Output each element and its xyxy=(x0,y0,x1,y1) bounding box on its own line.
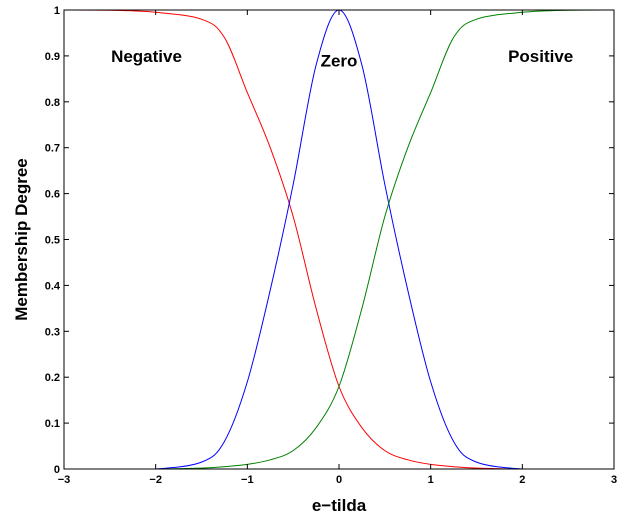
y-tick-label: 0.9 xyxy=(45,51,60,63)
y-tick-label: 0.8 xyxy=(45,97,60,109)
x-tick-label: −3 xyxy=(58,474,71,486)
x-tick-label: 2 xyxy=(519,474,525,486)
annotation-positive: Positive xyxy=(508,47,573,66)
annotations-layer: Negative Zero Positive xyxy=(111,47,573,71)
series-line-negative xyxy=(63,9,614,470)
y-tick-label: 0 xyxy=(54,464,60,476)
annotation-zero: Zero xyxy=(321,51,358,70)
ticks-layer: −3 −2 −1 0 1 2 3 0 0.1 0.2 0.3 0.4 0.5 0.6 0.7 0.8 0.9 1 xyxy=(45,5,617,486)
y-tick-label: 0.3 xyxy=(45,326,60,338)
x-tick-label: 3 xyxy=(611,474,617,486)
x-tick-label: 0 xyxy=(336,474,342,486)
y-axis-label: Membership Degree xyxy=(12,158,31,321)
x-axis-label: e−tilda xyxy=(312,496,367,515)
y-tick-label: 0.4 xyxy=(45,280,61,292)
annotation-negative: Negative xyxy=(111,47,182,66)
series-layer xyxy=(63,9,615,470)
y-tick-label: 1 xyxy=(54,5,60,17)
y-tick-label: 0.1 xyxy=(45,418,60,430)
plot-frame xyxy=(63,9,615,470)
y-tick-label: 0.5 xyxy=(45,235,60,247)
y-tick-label: 0.2 xyxy=(45,372,60,384)
series-line-zero xyxy=(64,9,614,470)
x-tick-label: 1 xyxy=(428,474,434,486)
y-tick-label: 0.7 xyxy=(45,143,60,155)
y-tick-label: 0.6 xyxy=(45,189,60,201)
series-line-positive xyxy=(64,9,615,470)
x-tick-label: −1 xyxy=(241,474,254,486)
x-tick-label: −2 xyxy=(149,474,162,486)
